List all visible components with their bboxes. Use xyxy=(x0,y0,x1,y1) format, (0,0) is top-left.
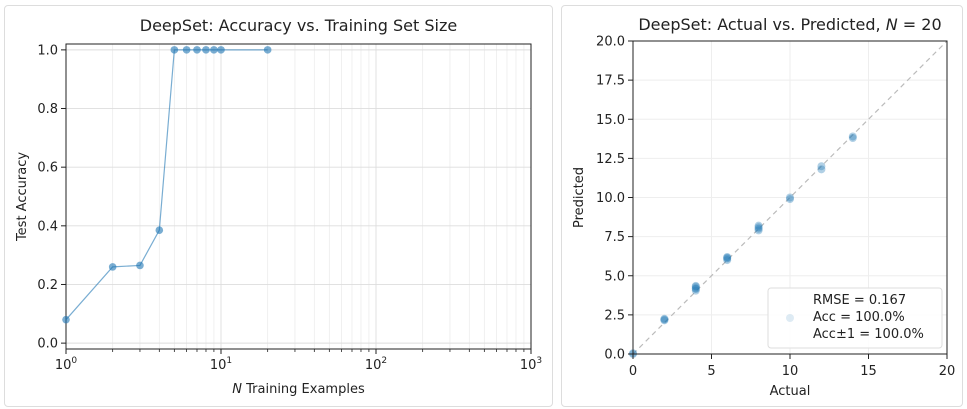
data-point xyxy=(660,314,669,323)
y-tick-label: 0.6 xyxy=(37,161,58,176)
data-point xyxy=(193,46,201,54)
y-axis-label: Test Accuracy xyxy=(15,152,30,242)
accuracy-chart: 100 101 102 103 0.0 0.2 0.4 0.6 0.8 1.0 DeepSet: A… xyxy=(15,16,542,397)
plot-frame xyxy=(65,43,532,350)
data-point xyxy=(754,226,763,235)
data-point xyxy=(691,285,700,294)
legend-entry: Acc±1 = 100.0% xyxy=(813,327,924,342)
data-point xyxy=(108,263,117,271)
data-point xyxy=(786,193,794,202)
legend-entry: Acc = 100.0% xyxy=(813,310,905,325)
y-tick-label: 0.2 xyxy=(37,278,58,293)
x-tick-label: 5 xyxy=(707,364,715,379)
data-point xyxy=(754,223,763,232)
legend-marker xyxy=(786,314,794,322)
data-point xyxy=(723,254,732,263)
data-point xyxy=(136,261,144,270)
data-point xyxy=(155,226,164,235)
x-tick-label: 20 xyxy=(939,364,956,379)
y-tick-label: 7.5 xyxy=(604,230,625,245)
y-tick-label: 20.0 xyxy=(596,35,625,50)
x-tick-label: 15 xyxy=(860,364,877,379)
y-tick-label: 12.5 xyxy=(596,152,625,167)
x-tick-label: 10 xyxy=(782,364,799,379)
data-point xyxy=(660,315,669,324)
data-point xyxy=(691,282,700,291)
y-tick-label: 17.5 xyxy=(596,74,625,89)
legend-entry: RMSE = 0.167 xyxy=(813,293,906,308)
x-tick-label: 0 xyxy=(629,364,637,379)
accuracy-line xyxy=(65,49,268,321)
y-tick-label: 0.8 xyxy=(37,102,58,117)
chart-title: DeepSet: Actual vs. Predicted, N = 20 xyxy=(638,15,941,34)
data-point xyxy=(691,284,700,293)
legend-box xyxy=(767,287,943,349)
y-tick-label: 10.0 xyxy=(596,191,625,206)
y-axis-label: Predicted xyxy=(572,167,587,228)
actual-vs-predicted-panel: 0 5 10 15 20 0.0 2.5 5.0 7.5 10.0 12.5 15.0 17.5 20.0… xyxy=(561,5,963,407)
y-tick-label: 5.0 xyxy=(604,269,625,284)
data-point xyxy=(754,224,763,233)
x-tick-label: 101 xyxy=(210,356,232,373)
data-point xyxy=(786,195,794,204)
data-point xyxy=(170,46,179,54)
data-point xyxy=(817,165,826,174)
y-tick-label: 15.0 xyxy=(596,113,625,128)
data-point xyxy=(202,46,210,54)
y-tick-label: 0.0 xyxy=(604,348,625,363)
y-tick-label: 1.0 xyxy=(37,43,58,58)
accuracy-chart-panel: 100 101 102 103 0.0 0.2 0.4 0.6 0.8 1.0 DeepSet: A… xyxy=(4,5,553,407)
data-point xyxy=(691,281,700,290)
data-point xyxy=(263,46,272,54)
data-point xyxy=(210,46,218,54)
x-tick-label: 102 xyxy=(365,356,387,373)
x-axis-label: N Training Examples xyxy=(232,382,365,397)
chart-title: DeepSet: Accuracy vs. Training Set Size xyxy=(140,16,457,35)
data-point xyxy=(691,286,700,295)
data-point xyxy=(62,315,70,324)
x-axis-label: Actual xyxy=(770,384,811,399)
y-tick-label: 2.5 xyxy=(604,308,625,323)
x-tick-label: 103 xyxy=(520,356,542,373)
data-point xyxy=(848,132,857,141)
data-point xyxy=(217,46,225,54)
y-tick-label: 0.4 xyxy=(37,219,58,234)
data-point xyxy=(848,134,857,143)
data-point xyxy=(723,253,732,262)
data-point xyxy=(723,252,732,261)
data-point xyxy=(723,256,732,265)
data-point xyxy=(817,162,826,171)
data-point xyxy=(182,46,191,54)
y-tick-label: 0.0 xyxy=(37,337,58,352)
reference-line xyxy=(632,40,948,355)
data-point xyxy=(754,221,763,230)
x-tick-label: 100 xyxy=(55,356,78,373)
data-point xyxy=(660,316,669,325)
actual-vs-predicted-chart: 0 5 10 15 20 0.0 2.5 5.0 7.5 10.0 12.5 15.0 17.5 20.0… xyxy=(572,15,956,399)
